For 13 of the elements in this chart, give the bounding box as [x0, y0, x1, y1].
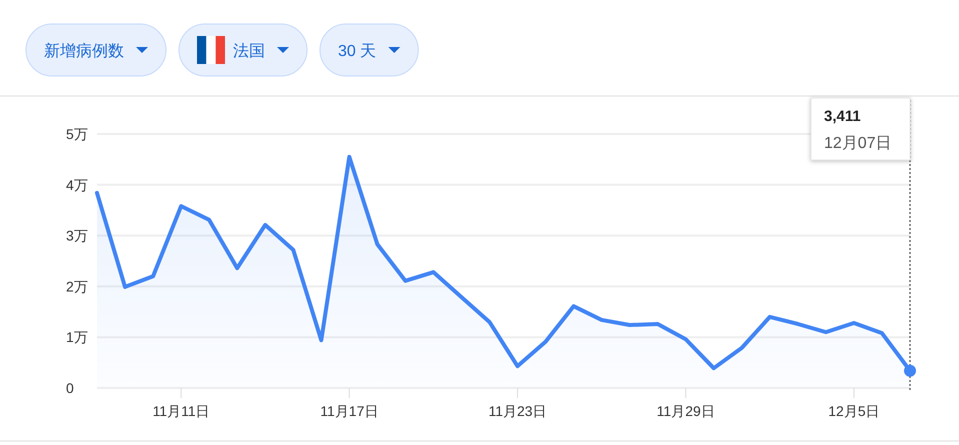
y-tick-label: 2万 [66, 278, 88, 294]
x-tick-label: 11月11日 [152, 403, 210, 419]
y-tick-label: 3万 [66, 228, 88, 244]
annotation: 12月07日 [824, 135, 892, 152]
x-tick-label: 11月17日 [320, 403, 378, 419]
y-tick-label: 1万 [66, 329, 88, 346]
y-tick-label: 5万 [66, 126, 88, 142]
x-tick-label: 11月23日 [488, 403, 547, 419]
y-tick-label: 0 [66, 380, 74, 396]
x-tick-label: 11月29日 [656, 403, 715, 419]
y-tick-label: 4万 [66, 176, 88, 193]
x-tick-label: 12月5日 [828, 403, 880, 419]
tooltip: 3,411 12月07日 [810, 98, 910, 160]
